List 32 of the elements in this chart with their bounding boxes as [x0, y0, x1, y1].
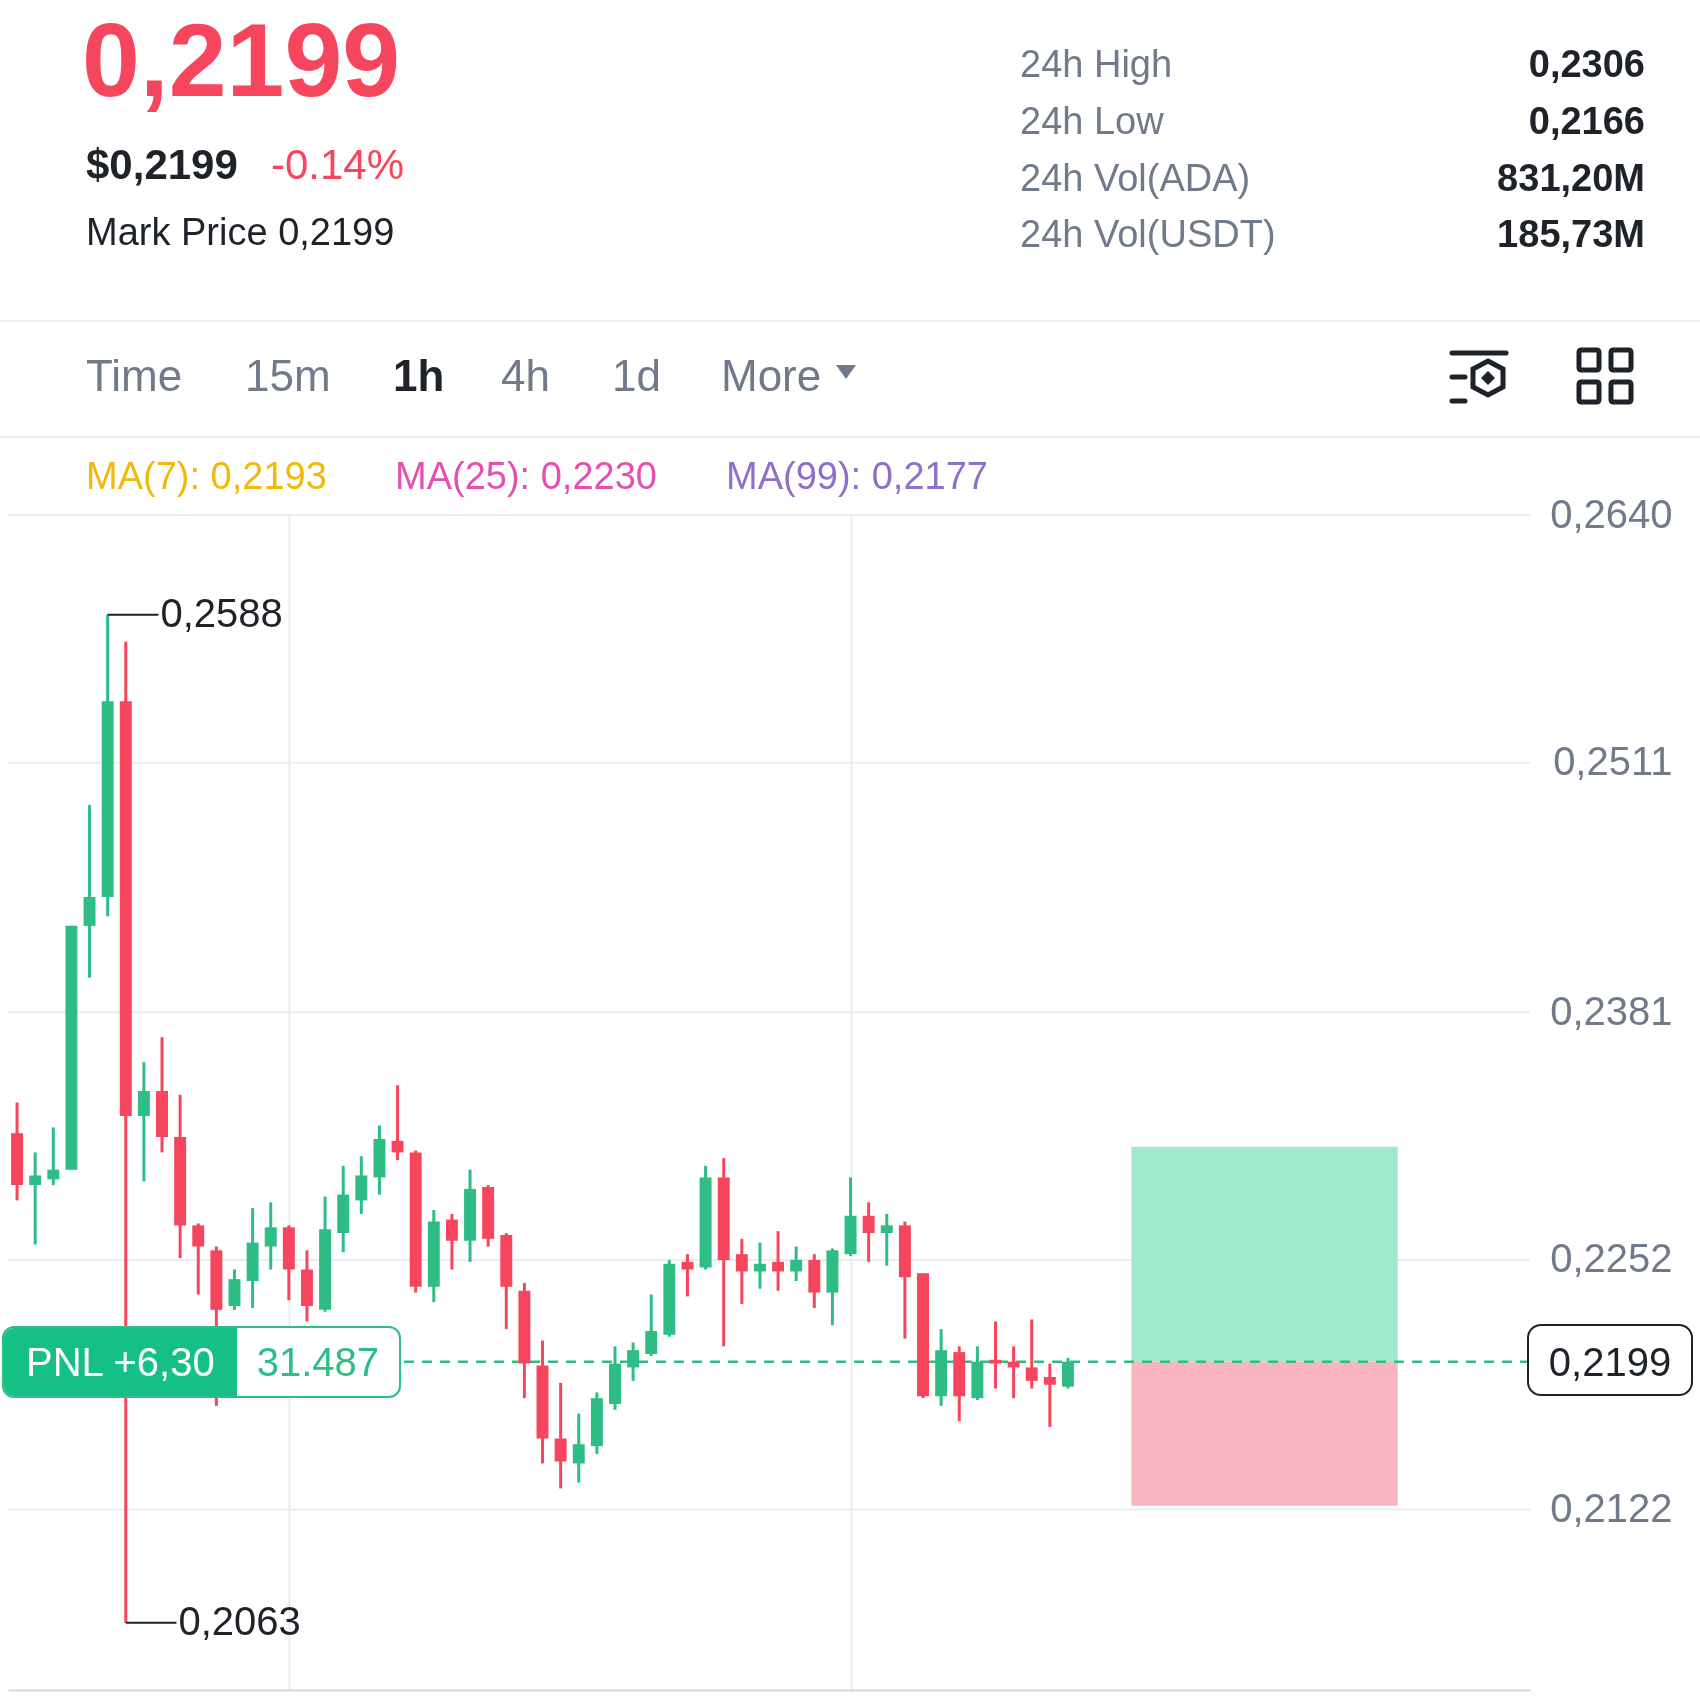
text: 15m	[245, 349, 331, 402]
annotation: 0,2063	[178, 1598, 301, 1643]
y-tick-label: 0,2511	[1553, 739, 1673, 784]
text: 831,20M	[1497, 156, 1645, 202]
text: MA(99): 0,2177	[726, 454, 988, 500]
annotation: 0,2588	[160, 590, 283, 635]
text: 4h	[501, 349, 550, 402]
annotation: 31.487	[255, 1338, 380, 1386]
text: 185,73M	[1497, 212, 1645, 258]
chart-title: 0,2199	[82, 0, 401, 120]
y-tick-label: 0,2252	[1550, 1236, 1673, 1281]
y-tick-label: 0,2640	[1550, 491, 1673, 536]
y-tick-label: 0,2381	[1550, 988, 1673, 1033]
text: 24h Vol(ADA)	[1020, 156, 1251, 202]
text: MA(7): 0,2193	[86, 454, 327, 500]
text: 0,2166	[1528, 99, 1645, 145]
text: 1d	[612, 349, 661, 402]
text: Time	[86, 349, 183, 402]
text: 24h Vol(USDT)	[1020, 212, 1276, 258]
text: 0,2306	[1528, 42, 1645, 88]
candlestick	[65, 924, 78, 1170]
text: 1h	[393, 349, 445, 402]
text: 24h Low	[1020, 99, 1164, 145]
annotation: PNL +6,30	[4, 1327, 237, 1396]
text: Mark Price 0,2199	[86, 210, 395, 256]
y-tick-label: 0,2122	[1550, 1486, 1673, 1531]
chart-subtitle: $0,2199	[86, 139, 238, 190]
text: More	[721, 349, 822, 402]
text: MA(25): 0,2230	[395, 454, 657, 500]
text: 24h High	[1020, 42, 1173, 88]
ref-line-label: 0,2199	[1527, 1323, 1693, 1396]
text: -0.14%	[271, 139, 405, 190]
